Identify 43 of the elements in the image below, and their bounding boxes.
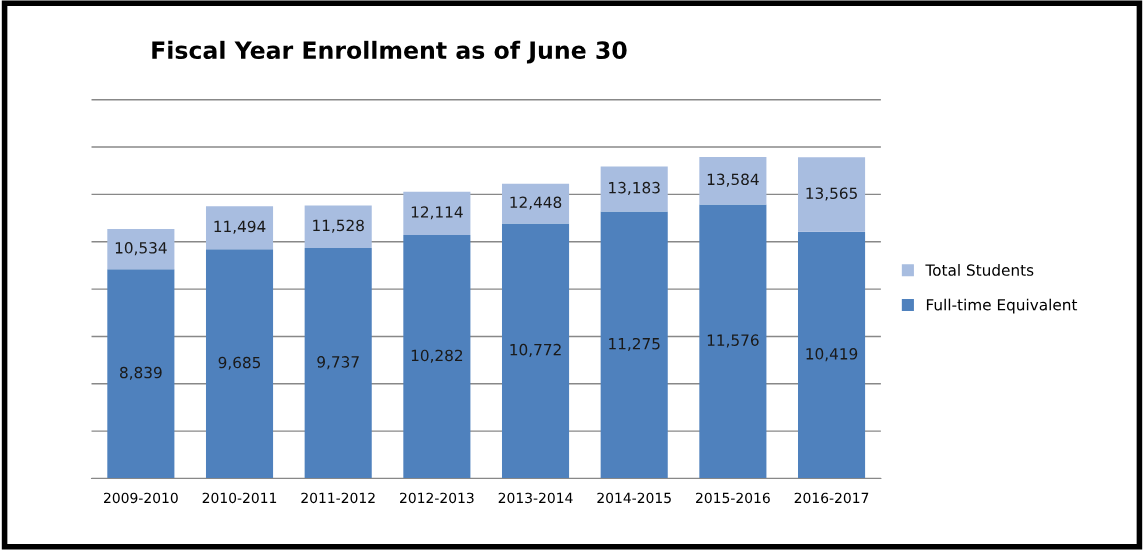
bar [403, 235, 471, 479]
data-label: 10,419 [806, 348, 858, 362]
bar [600, 211, 668, 479]
bar [403, 191, 471, 236]
chart-title: Fiscal Year Enrollment as of June 30 [152, 40, 627, 64]
total-label: 12,114 [411, 206, 463, 220]
bar [205, 206, 274, 250]
total-label: 11,528 [313, 219, 364, 233]
total-label: 10,534 [115, 242, 167, 256]
data-label: 10,772 [510, 343, 561, 357]
bar [304, 205, 372, 248]
data-label: 8,839 [120, 366, 162, 380]
x-tick-label: 2010-2011 [202, 492, 277, 504]
data-label: 9,685 [218, 356, 261, 370]
x-tick-label: 2016-2017 [794, 492, 869, 504]
data-label: 11,275 [609, 337, 660, 352]
bar [107, 229, 175, 270]
bar [205, 249, 274, 479]
legend-label: Total Students [925, 264, 1034, 276]
bar [501, 223, 570, 479]
bar [600, 166, 668, 212]
total-label: 12,448 [510, 196, 562, 210]
bar [699, 156, 767, 205]
data-label: 11,576 [707, 334, 759, 348]
x-tick-label: 2012-2013 [400, 492, 474, 504]
bar [699, 204, 767, 479]
data-label: 9,737 [317, 356, 359, 370]
x-tick-label: 2009-2010 [104, 492, 178, 504]
total-label: 13,584 [707, 173, 759, 187]
bar [304, 247, 372, 479]
total-label: 13,565 [806, 187, 857, 201]
data-label: 10,282 [411, 349, 463, 363]
x-tick-label: 2013-2014 [498, 492, 573, 504]
bar [798, 157, 866, 232]
bar [107, 269, 175, 479]
total-label: 13,183 [609, 181, 660, 195]
x-tick-label: 2015-2016 [696, 492, 770, 504]
x-tick-label: 2014-2015 [597, 492, 671, 504]
legend-label: Full-time Equivalent [926, 298, 1078, 314]
bar [798, 231, 866, 479]
x-tick-label: 2011-2012 [301, 492, 375, 504]
bar [501, 183, 570, 224]
total-label: 11,494 [214, 220, 266, 234]
